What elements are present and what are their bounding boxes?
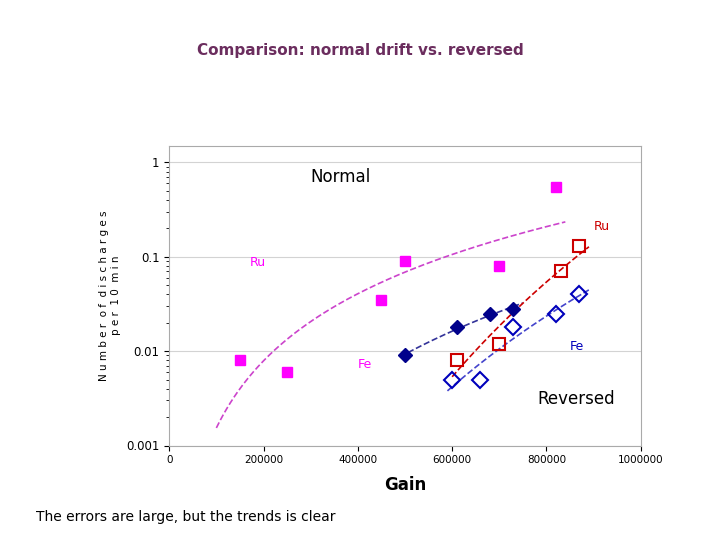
Text: The errors are large, but the trends is clear: The errors are large, but the trends is … [36,510,336,524]
Text: Fe: Fe [358,357,372,370]
Text: Normal: Normal [310,168,371,186]
Text: Comparison: normal drift vs. reversed: Comparison: normal drift vs. reversed [197,43,523,58]
X-axis label: Gain: Gain [384,476,426,494]
Y-axis label: N u m b e r  o f  d i s c h a r g e s
p e r  1 0  m i n: N u m b e r o f d i s c h a r g e s p e … [99,211,120,381]
Text: Ru: Ru [249,255,266,269]
Text: Ru: Ru [593,220,610,233]
Text: Reversed: Reversed [537,389,615,408]
Text: Fe: Fe [570,340,585,353]
